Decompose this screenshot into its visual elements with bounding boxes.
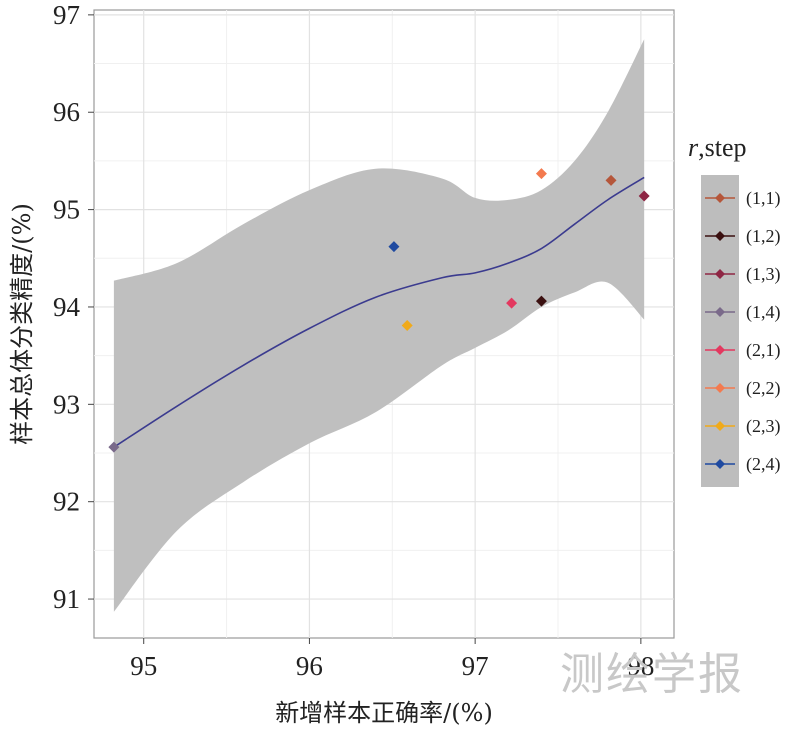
x-axis-title: 新增样本正确率/(%) bbox=[275, 699, 493, 727]
data-point bbox=[638, 190, 650, 202]
legend-key-marker bbox=[715, 193, 725, 203]
y-tick-label: 97 bbox=[53, 0, 80, 30]
legend-title-italic: r bbox=[688, 133, 699, 162]
data-point bbox=[535, 168, 547, 180]
y-tick-label: 93 bbox=[53, 389, 80, 419]
y-tick-label: 94 bbox=[53, 292, 81, 322]
legend-key-marker bbox=[715, 269, 725, 279]
data-points bbox=[108, 168, 650, 453]
data-point bbox=[108, 441, 120, 453]
x-tick-label: 98 bbox=[627, 651, 654, 681]
y-axis-ticks: 91 92 93 94 95 96 97 bbox=[53, 0, 94, 614]
legend-label: (1,3) bbox=[746, 264, 781, 285]
x-tick-label: 97 bbox=[462, 651, 489, 681]
x-tick-label: 96 bbox=[296, 651, 323, 681]
data-point bbox=[535, 295, 547, 307]
y-axis-title: 样本总体分类精度/(%) bbox=[8, 203, 36, 445]
legend-key-marker bbox=[715, 421, 725, 431]
legend-key-marker bbox=[715, 345, 725, 355]
legend-key-marker bbox=[715, 459, 725, 469]
legend-title-rest: ,step bbox=[698, 133, 746, 162]
legend-key-marker bbox=[715, 383, 725, 393]
data-point bbox=[605, 174, 617, 186]
y-tick-label: 91 bbox=[53, 584, 80, 614]
x-axis-ticks: 95 96 97 98 bbox=[130, 638, 654, 681]
trend-line bbox=[113, 176, 645, 448]
legend-label: (1,4) bbox=[746, 302, 781, 323]
data-point bbox=[388, 241, 400, 253]
legend: (1,1) (1,2) (1,3) (1,4) (2,1) (2,2) (2,3) (2,4) bbox=[705, 188, 781, 475]
y-tick-label: 96 bbox=[53, 97, 80, 127]
x-tick-label: 95 bbox=[130, 651, 157, 681]
legend-label: (1,1) bbox=[746, 188, 781, 209]
legend-key-marker bbox=[715, 231, 725, 241]
data-point bbox=[506, 297, 518, 309]
legend-label: (2,1) bbox=[746, 340, 781, 361]
y-tick-label: 92 bbox=[53, 487, 80, 517]
data-point bbox=[401, 319, 413, 331]
legend-key-background bbox=[701, 175, 739, 487]
legend-key-marker bbox=[715, 307, 725, 317]
legend-label: (2,3) bbox=[746, 416, 781, 437]
confidence-band bbox=[113, 39, 645, 612]
watermark: 测绘学报 bbox=[560, 649, 744, 700]
legend-label: (2,4) bbox=[746, 454, 781, 475]
legend-label: (1,2) bbox=[746, 226, 781, 247]
legend-title: r,step bbox=[688, 133, 747, 162]
y-tick-label: 95 bbox=[53, 195, 80, 225]
legend-label: (2,2) bbox=[746, 378, 781, 399]
